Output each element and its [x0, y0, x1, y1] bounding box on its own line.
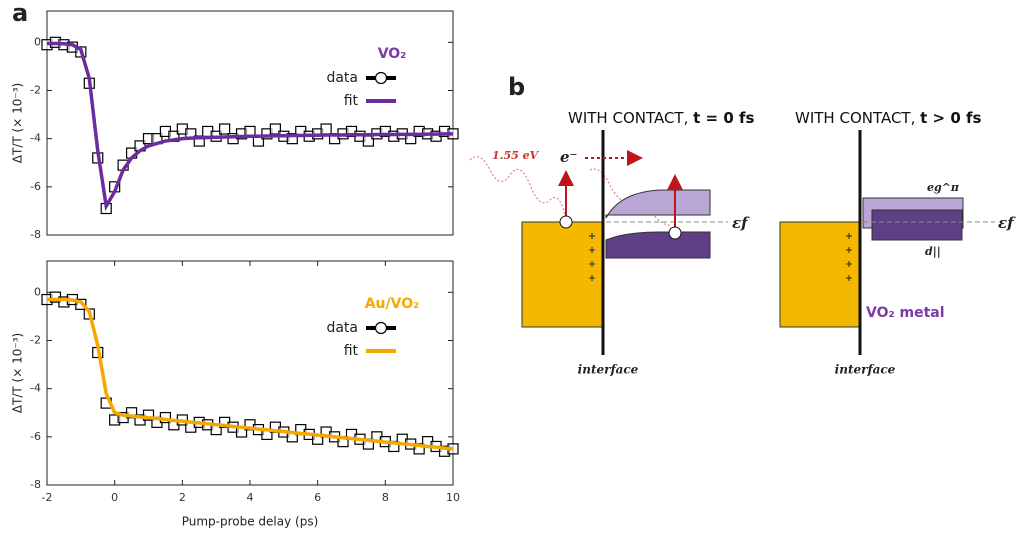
band-label: eg^π	[927, 181, 960, 194]
interface-label: interface	[835, 363, 896, 377]
panel-label: b	[508, 73, 525, 101]
legend-label: data	[326, 320, 358, 336]
charges	[846, 233, 852, 281]
x-tick-label: -2	[42, 491, 53, 504]
y-tick-label: 0	[34, 35, 41, 48]
diagram: b WITH CONTACT, t = 0 fs WITH CONTACT, t…	[469, 73, 1016, 377]
x-tick-label: 0	[111, 491, 118, 504]
electron-label: e⁻	[560, 148, 577, 166]
data-point	[142, 409, 155, 421]
y-tick-label: 0	[34, 285, 41, 298]
photon-wave	[469, 156, 567, 221]
charts: a -8 -6 -4 -2 0 ΔT/T (× 10⁻³) data fit VO₂ -8 -6 -4 -…	[11, 0, 461, 529]
x-tick-label: 6	[314, 491, 321, 504]
x-tick-label: 2	[179, 491, 186, 504]
hole	[668, 226, 682, 240]
legend-label: fit	[344, 343, 359, 359]
y-axis-label: ΔT/T (× 10⁻³)	[11, 83, 25, 163]
interface-label: interface	[578, 363, 639, 377]
legend-swatch	[374, 71, 388, 85]
photon-label: 1.55 eV	[492, 149, 540, 162]
x-tick-label: 8	[382, 491, 389, 504]
title-text: WITH CONTACT,	[795, 109, 920, 127]
diagram-title: WITH CONTACT, t > 0 fs	[795, 109, 982, 127]
legend-label: data	[326, 70, 358, 86]
charges	[589, 233, 595, 281]
plot-frame	[46, 10, 454, 236]
y-tick-label: -2	[30, 333, 41, 346]
phase-label: VO₂ metal	[866, 305, 945, 321]
x-tick-label: 10	[446, 491, 460, 504]
data-point	[219, 123, 231, 135]
band-label: d||	[925, 245, 941, 258]
legend-label: fit	[344, 93, 359, 109]
legend-title: VO₂	[378, 46, 407, 62]
fit-line	[47, 41, 453, 212]
title-text: WITH CONTACT,	[568, 109, 693, 127]
y-tick-label: -6	[30, 430, 41, 443]
conduction-band	[605, 189, 711, 219]
title-bold: t > 0 fs	[920, 109, 981, 127]
y-tick-label: -8	[30, 228, 41, 241]
valence-band	[605, 231, 711, 259]
y-tick-label: -4	[30, 132, 41, 145]
y-tick-label: -4	[30, 382, 41, 395]
metal-block	[521, 221, 604, 328]
y-tick-label: -8	[30, 478, 41, 491]
electron	[559, 215, 573, 229]
legend-swatch	[374, 321, 388, 335]
x-tick-label: 4	[247, 491, 254, 504]
data-point	[286, 133, 298, 145]
fit-line	[47, 297, 454, 451]
x-axis-label: Pump-probe delay (ps)	[182, 515, 319, 529]
diagram-title: WITH CONTACT, t = 0 fs	[568, 109, 755, 127]
title-bold: t = 0 fs	[693, 109, 754, 127]
lower-band	[871, 209, 963, 241]
panel-label: a	[12, 0, 28, 27]
y-tick-label: -2	[30, 83, 41, 96]
fermi-label: εf	[732, 214, 750, 232]
y-axis-label: ΔT/T (× 10⁻³)	[11, 333, 25, 413]
fermi-label: εf	[998, 214, 1016, 232]
y-tick-label: -6	[30, 180, 41, 193]
metal-block	[779, 221, 861, 328]
data-point	[320, 123, 332, 135]
legend-title: Au/VO₂	[365, 296, 420, 312]
